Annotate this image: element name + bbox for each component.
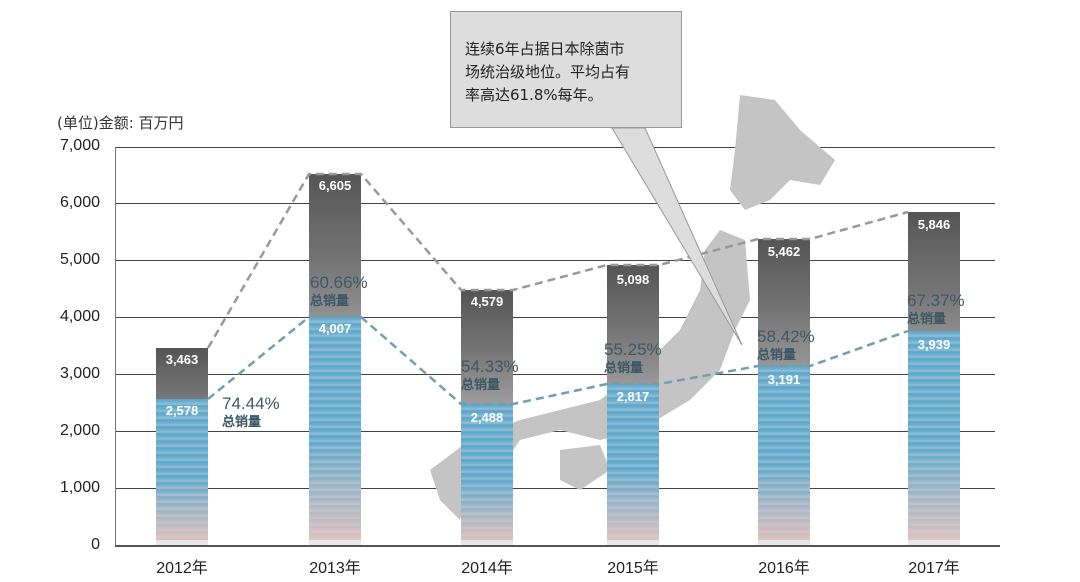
share-label-2017: 67.37% 总销量 xyxy=(907,292,965,328)
share-value: 67.37% xyxy=(907,291,965,310)
share-sublabel: 总销量 xyxy=(604,360,644,375)
gridline xyxy=(115,488,995,489)
sales-value-label: 3,939 xyxy=(917,337,951,352)
sales-value-label: 3,191 xyxy=(767,372,801,387)
share-label-2012: 74.44% 总销量 xyxy=(222,395,280,431)
share-value: 54.33% xyxy=(461,357,519,376)
y-axis xyxy=(115,147,116,545)
total-value-label: 5,098 xyxy=(616,272,650,287)
bar-sales-2017 xyxy=(908,331,960,540)
x-label: 2015年 xyxy=(607,560,659,577)
total-value-label: 3,463 xyxy=(165,352,199,367)
share-sublabel: 总销量 xyxy=(461,377,501,392)
share-sublabel: 总销量 xyxy=(907,311,947,326)
total-value-label: 4,579 xyxy=(470,294,504,309)
bar-sales-2016 xyxy=(758,366,810,540)
share-label-2013: 60.66% 总销量 xyxy=(310,274,368,310)
share-value: 55.25% xyxy=(604,340,662,359)
annotation-callout: 连续6年占据日本除菌市 场统治级地位。平均占有 率高达61.8%每年。 xyxy=(450,11,682,128)
total-value-label: 5,462 xyxy=(767,244,801,259)
sales-value-label: 2,578 xyxy=(165,403,199,418)
share-sublabel: 总销量 xyxy=(757,347,797,362)
bar-sales-2015 xyxy=(607,384,659,540)
share-sublabel: 总销量 xyxy=(310,293,350,308)
sales-value-label: 2,488 xyxy=(470,410,504,425)
bar-sales-2012 xyxy=(156,399,208,540)
x-label: 2013年 xyxy=(309,560,361,577)
gridline xyxy=(115,260,995,261)
bar-sales-2013 xyxy=(309,317,361,540)
x-label: 2017年 xyxy=(908,560,960,577)
y-tick: 0 xyxy=(91,536,100,553)
callout-line: 率高达61.8%每年。 xyxy=(465,86,603,104)
share-label-2016: 58.42% 总销量 xyxy=(757,328,815,364)
share-label-2014: 54.33% 总销量 xyxy=(461,358,519,394)
y-axis-unit-label: (单位)金额: 百万円 xyxy=(57,114,184,132)
gridline xyxy=(115,317,995,318)
callout-line: 连续6年占据日本除菌市 xyxy=(465,40,625,58)
y-tick: 2,000 xyxy=(59,422,100,439)
y-tick: 3,000 xyxy=(59,365,100,382)
total-value-label: 6,605 xyxy=(318,178,352,193)
y-tick: 1,000 xyxy=(59,479,100,496)
callout-line: 场统治级地位。平均占有 xyxy=(465,63,631,81)
gridline xyxy=(115,203,995,204)
share-label-2015: 55.25% 总销量 xyxy=(604,341,662,377)
gridline xyxy=(115,431,995,432)
y-tick: 7,000 xyxy=(59,137,100,154)
x-label: 2012年 xyxy=(156,560,208,577)
x-axis xyxy=(115,545,1000,547)
x-label: 2014年 xyxy=(461,560,513,577)
total-value-label: 5,846 xyxy=(917,217,951,232)
gridline xyxy=(115,374,995,375)
share-value: 74.44% xyxy=(222,394,280,413)
y-tick: 6,000 xyxy=(59,194,100,211)
share-value: 60.66% xyxy=(310,273,368,292)
bar-sales-2014 xyxy=(461,404,513,540)
sales-value-label: 4,007 xyxy=(318,321,352,336)
share-sublabel: 总销量 xyxy=(222,414,262,429)
share-value: 58.42% xyxy=(757,327,815,346)
x-label: 2016年 xyxy=(758,560,810,577)
y-tick: 5,000 xyxy=(59,251,100,268)
y-tick: 4,000 xyxy=(59,308,100,325)
gridline xyxy=(115,147,995,148)
sales-value-label: 2,817 xyxy=(616,389,650,404)
